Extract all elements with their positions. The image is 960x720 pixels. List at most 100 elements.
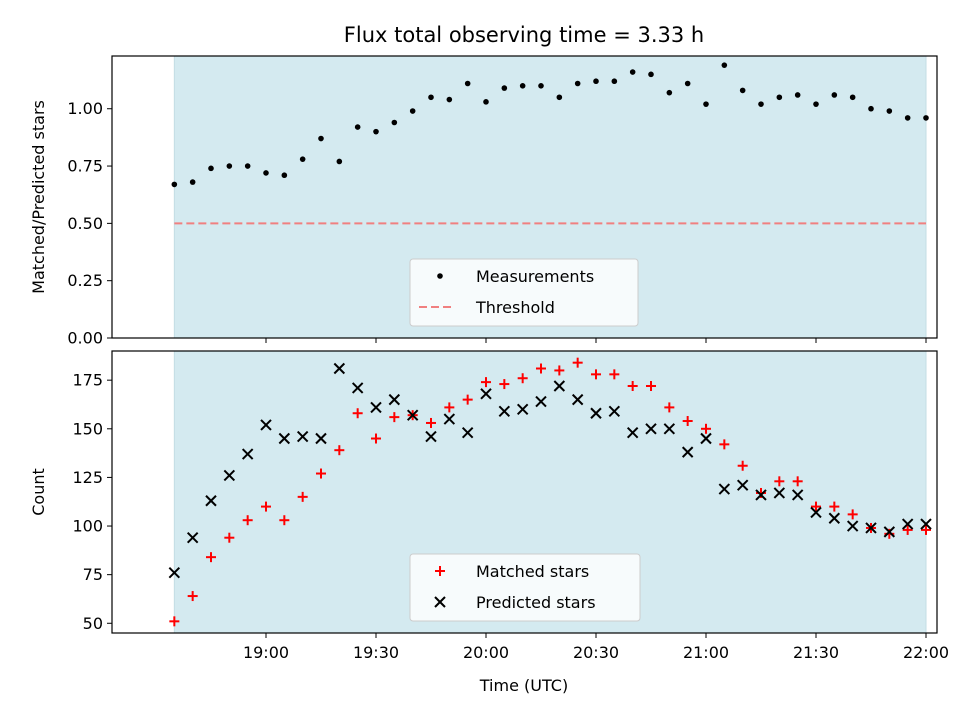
data-point — [519, 83, 526, 89]
data-point — [774, 476, 785, 487]
data-point-b — [663, 423, 676, 435]
data-point-b — [186, 531, 199, 544]
data-point — [813, 101, 819, 107]
y-tick-label: 0.00 — [67, 329, 103, 348]
data-point — [223, 469, 236, 482]
data-point — [810, 506, 822, 519]
data-point — [700, 432, 712, 445]
y-tick-label: 125 — [72, 468, 103, 487]
data-point — [883, 526, 896, 538]
legend-box — [409, 258, 639, 327]
data-point-b — [370, 401, 382, 414]
data-point — [388, 393, 401, 406]
y-tick-label: 150 — [72, 419, 103, 438]
x-tick-label: 21:00 — [683, 643, 729, 662]
y-tick-label: 75 — [83, 565, 103, 584]
data-point — [828, 512, 841, 524]
data-point — [370, 401, 382, 414]
data-point — [626, 426, 639, 439]
data-point-b — [773, 487, 786, 499]
legend: Measurements Threshold — [409, 258, 639, 327]
y-tick-label: 0.50 — [67, 214, 103, 233]
data-point — [794, 92, 801, 98]
data-point — [701, 423, 711, 434]
data-point — [609, 369, 620, 380]
data-point — [406, 409, 419, 421]
data-point — [535, 395, 547, 408]
data-point — [737, 460, 748, 471]
data-point — [208, 165, 214, 172]
legend-swatch — [434, 596, 446, 608]
data-point-b — [810, 506, 822, 519]
data-point — [516, 403, 529, 416]
data-point — [718, 483, 731, 495]
data-point — [351, 382, 364, 394]
data-point — [171, 181, 178, 188]
data-point-b — [480, 388, 492, 400]
data-point — [205, 495, 217, 507]
data-point-b — [718, 483, 731, 495]
data-point-b — [681, 446, 694, 458]
data-point — [315, 432, 327, 445]
data-point — [242, 515, 253, 526]
data-point — [371, 433, 381, 444]
data-point-b — [846, 520, 859, 532]
y-axis-label: Count — [29, 468, 48, 516]
chart-title: Flux total observing time = 3.33 h — [344, 23, 704, 47]
data-point — [462, 394, 473, 405]
data-point — [608, 405, 621, 417]
data-point — [721, 62, 728, 68]
data-point-b — [425, 430, 437, 443]
data-point — [409, 108, 416, 114]
data-point-b — [241, 448, 254, 460]
data-point-b — [901, 518, 914, 530]
data-point — [481, 377, 491, 388]
legend-label: Measurements — [476, 267, 594, 286]
data-point — [574, 80, 581, 87]
data-point-b — [260, 419, 272, 431]
data-point — [206, 552, 216, 563]
data-point — [920, 518, 932, 530]
data-point — [611, 78, 618, 85]
data-point — [829, 501, 840, 512]
data-point-b — [205, 495, 217, 507]
data-point — [571, 393, 584, 406]
ratio-panel: 0.00 0.25 0.50 0.75 1.00 Matched/Predicted st… — [29, 55, 938, 348]
data-point — [703, 101, 709, 107]
data-point — [901, 518, 914, 530]
x-axis-label: Time (UTC) — [479, 676, 568, 695]
data-point — [428, 94, 434, 101]
data-point-b — [461, 426, 474, 439]
data-point — [299, 156, 306, 162]
data-point — [736, 479, 749, 491]
data-point — [755, 489, 767, 501]
data-point — [886, 108, 893, 114]
data-point — [904, 115, 911, 121]
data-point — [553, 380, 566, 392]
data-point — [572, 357, 583, 368]
plot-frame — [111, 55, 938, 339]
data-point — [556, 94, 563, 101]
data-point — [334, 445, 345, 456]
data-point — [186, 531, 199, 544]
data-point — [811, 501, 821, 512]
data-point-b — [516, 403, 529, 416]
data-point — [719, 439, 730, 450]
data-point — [517, 373, 528, 384]
x-tick-label: 20:30 — [573, 643, 619, 662]
plot-frame — [111, 350, 938, 634]
data-point — [590, 407, 602, 419]
data-point — [260, 419, 272, 431]
data-point — [791, 489, 804, 501]
data-point-b — [700, 432, 712, 445]
data-point — [278, 432, 291, 445]
data-point — [281, 172, 288, 179]
data-point — [426, 417, 436, 428]
data-point — [776, 94, 783, 101]
y-axis-label: Matched/Predicted stars — [29, 100, 48, 294]
data-point-b — [608, 405, 621, 417]
data-point — [316, 468, 326, 479]
legend-label: Matched stars — [476, 562, 589, 581]
legend: Matched stars Predicted stars — [409, 553, 641, 622]
data-point — [425, 430, 437, 443]
